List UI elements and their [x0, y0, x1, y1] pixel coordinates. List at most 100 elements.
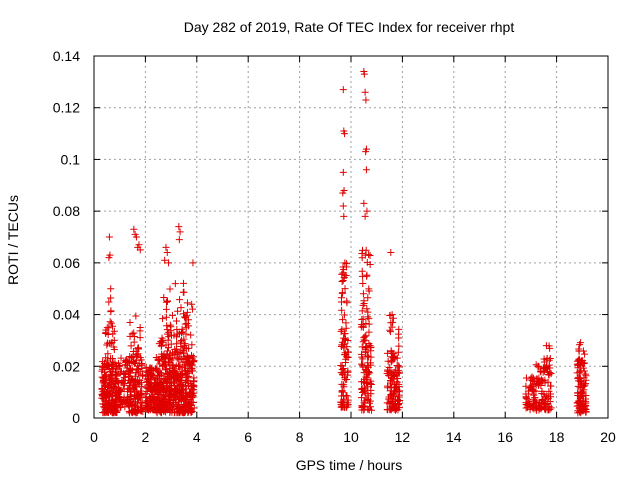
data-point — [340, 311, 348, 319]
data-point — [171, 399, 179, 407]
data-point — [107, 285, 115, 293]
data-point — [165, 333, 173, 341]
data-point — [360, 387, 368, 395]
data-point — [363, 380, 371, 388]
data-point — [171, 385, 179, 393]
data-point — [578, 384, 586, 392]
data-point — [177, 355, 185, 363]
data-point — [388, 323, 396, 331]
data-point — [387, 249, 395, 257]
data-point — [161, 405, 169, 413]
data-point — [395, 342, 403, 350]
data-point — [136, 327, 144, 335]
data-point — [359, 361, 367, 369]
data-point — [99, 377, 107, 385]
data-point — [127, 365, 135, 373]
data-point — [142, 363, 150, 371]
data-point — [110, 407, 118, 415]
data-point — [338, 306, 346, 314]
data-point — [126, 318, 134, 326]
data-point — [365, 285, 373, 293]
data-point — [107, 308, 115, 316]
data-point — [391, 366, 399, 374]
data-point — [389, 318, 397, 326]
data-point — [344, 401, 352, 409]
data-point — [178, 390, 186, 398]
data-point — [341, 259, 349, 267]
x-tick-label: 12 — [395, 429, 411, 445]
data-point — [358, 249, 366, 257]
data-point — [161, 360, 169, 368]
data-point — [547, 382, 555, 390]
data-point — [106, 318, 114, 326]
data-point — [163, 351, 171, 359]
data-point — [338, 298, 346, 306]
data-point — [576, 408, 584, 416]
data-point — [339, 276, 347, 284]
data-point — [154, 356, 162, 364]
data-point — [170, 368, 178, 376]
data-point — [100, 395, 108, 403]
y-tick-label: 0.02 — [53, 358, 80, 374]
data-point — [127, 398, 135, 406]
data-point — [164, 359, 172, 367]
data-point — [343, 353, 351, 361]
data-point — [365, 339, 373, 347]
data-point — [386, 369, 394, 377]
data-point — [343, 376, 351, 384]
data-point — [185, 316, 193, 324]
y-tick-label: 0 — [72, 410, 80, 426]
x-tick-label: 10 — [343, 429, 359, 445]
data-point — [131, 372, 139, 380]
data-point — [545, 402, 553, 410]
data-point — [388, 349, 396, 357]
data-point — [575, 345, 583, 353]
data-point — [182, 403, 190, 411]
data-point — [130, 225, 138, 233]
data-point — [358, 267, 366, 275]
data-point — [577, 339, 585, 347]
data-point — [113, 377, 121, 385]
data-point — [580, 367, 588, 375]
data-point — [361, 88, 369, 96]
data-point — [358, 360, 366, 368]
data-point — [388, 357, 396, 365]
data-point — [177, 338, 185, 346]
data-point — [528, 387, 536, 395]
data-point — [152, 404, 160, 412]
data-point — [105, 366, 113, 374]
data-point — [188, 390, 196, 398]
data-point — [542, 365, 550, 373]
data-point — [360, 70, 368, 78]
data-point — [108, 355, 116, 363]
data-point — [135, 241, 143, 249]
y-tick-label: 0.04 — [53, 307, 80, 323]
data-point — [537, 381, 545, 389]
data-point — [160, 406, 168, 414]
data-point — [542, 401, 550, 409]
data-point — [134, 399, 142, 407]
data-point — [118, 378, 126, 386]
y-tick-label: 0.14 — [53, 48, 80, 64]
data-point — [358, 307, 366, 315]
data-point — [116, 361, 124, 369]
x-tick-label: 8 — [296, 429, 304, 445]
data-point — [180, 288, 188, 296]
data-point — [136, 368, 144, 376]
data-point — [106, 376, 114, 384]
data-point — [395, 325, 403, 333]
data-point — [161, 256, 169, 264]
data-point — [574, 389, 582, 397]
data-point — [145, 393, 153, 401]
data-point — [528, 373, 536, 381]
data-point — [339, 289, 347, 297]
data-point — [126, 359, 134, 367]
data-point — [172, 375, 180, 383]
data-point — [394, 388, 402, 396]
data-point — [110, 345, 118, 353]
data-point — [190, 377, 198, 385]
data-point — [361, 389, 369, 397]
data-point — [105, 339, 113, 347]
data-point — [367, 381, 375, 389]
data-point — [189, 391, 197, 399]
